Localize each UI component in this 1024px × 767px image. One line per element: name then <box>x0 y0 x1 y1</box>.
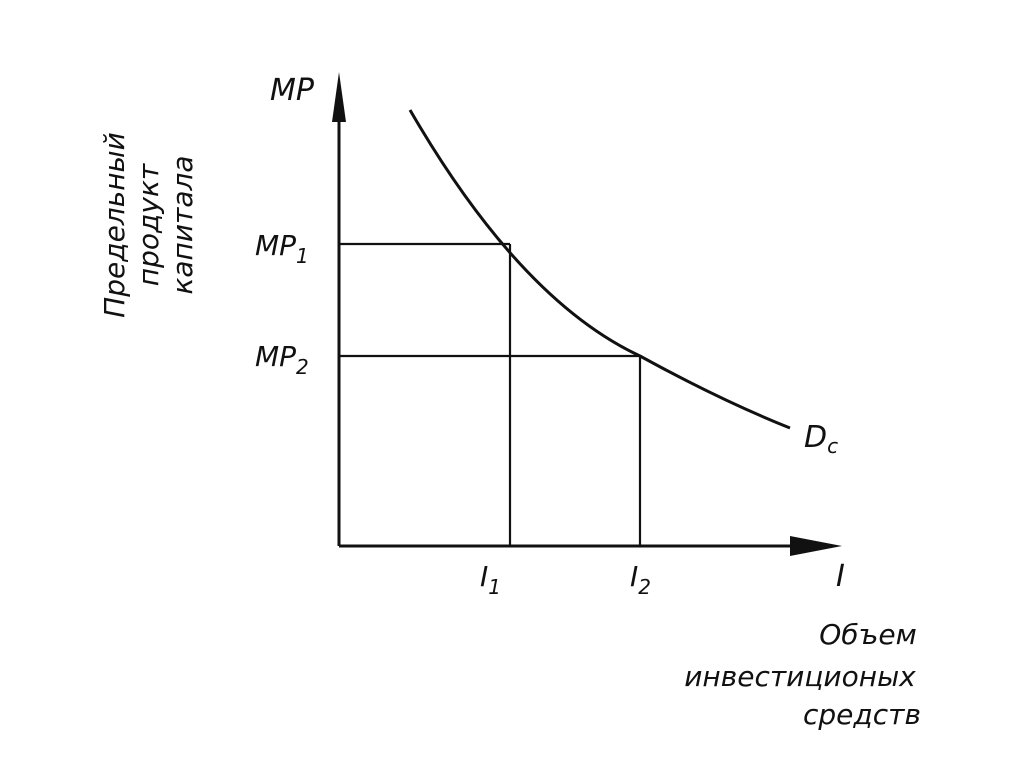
x-axis-symbol: I <box>836 559 845 594</box>
x-tick-i2: I2 <box>630 560 651 599</box>
y-axis-title-line-1: Предельный <box>98 132 131 318</box>
x-axis-title-line-1: Объем <box>819 618 916 651</box>
x-axis-title: Объем инвестиционых средств <box>684 618 921 731</box>
y-axis-arrow <box>332 72 346 122</box>
y-axis-symbol: MP <box>270 73 315 108</box>
curve-label-dc: Dc <box>804 420 838 458</box>
x-axis-arrow <box>790 536 842 556</box>
demand-curve <box>408 109 791 430</box>
y-tick-mp2: MP2 <box>255 340 309 379</box>
x-axis-title-line-2: инвестиционых <box>684 660 916 693</box>
y-axis-title-line-3: капитала <box>166 155 199 294</box>
y-tick-mp1: MP1 <box>255 229 309 268</box>
x-tick-i1: I1 <box>480 560 501 599</box>
y-axis-title-line-2: продукт <box>132 163 165 286</box>
y-axis-title: Предельный продукт капитала <box>98 132 199 318</box>
x-axis-title-line-3: средств <box>803 698 921 731</box>
